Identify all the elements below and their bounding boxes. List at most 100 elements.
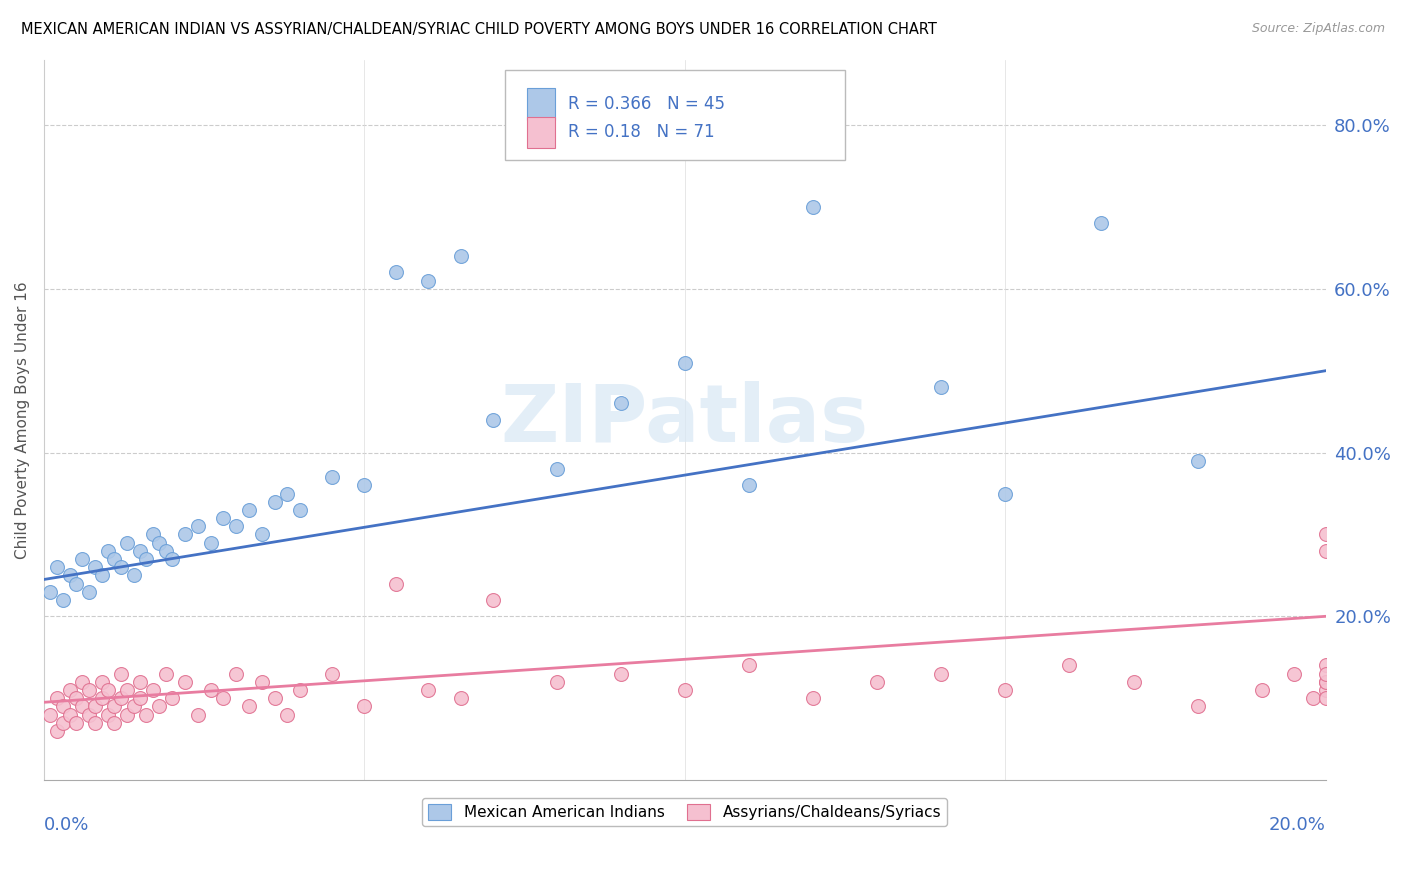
Point	[103, 699, 125, 714]
Point	[673, 683, 696, 698]
Point	[129, 544, 152, 558]
Point	[1302, 691, 1324, 706]
Point	[1315, 527, 1337, 541]
Point	[225, 666, 247, 681]
Point	[1282, 666, 1305, 681]
Point	[122, 699, 145, 714]
Bar	[527, 88, 555, 120]
Point	[52, 715, 75, 730]
Point	[481, 593, 503, 607]
Text: Source: ZipAtlas.com: Source: ZipAtlas.com	[1251, 22, 1385, 36]
Text: MEXICAN AMERICAN INDIAN VS ASSYRIAN/CHALDEAN/SYRIAC CHILD POVERTY AMONG BOYS UND: MEXICAN AMERICAN INDIAN VS ASSYRIAN/CHAL…	[21, 22, 936, 37]
Legend: Mexican American Indians, Assyrians/Chaldeans/Syriacs: Mexican American Indians, Assyrians/Chal…	[422, 798, 948, 827]
Bar	[527, 117, 555, 148]
Point	[90, 674, 112, 689]
Text: R = 0.366   N = 45: R = 0.366 N = 45	[568, 95, 725, 113]
Point	[77, 584, 100, 599]
Point	[52, 699, 75, 714]
Point	[174, 527, 197, 541]
FancyBboxPatch shape	[505, 70, 845, 161]
Point	[1122, 674, 1144, 689]
Point	[929, 666, 952, 681]
Point	[103, 715, 125, 730]
Point	[72, 674, 94, 689]
Point	[994, 683, 1017, 698]
Point	[65, 715, 87, 730]
Point	[290, 503, 312, 517]
Point	[546, 462, 568, 476]
Point	[866, 674, 889, 689]
Point	[160, 552, 183, 566]
Point	[738, 478, 761, 492]
Point	[97, 544, 120, 558]
Point	[187, 707, 209, 722]
Point	[1315, 666, 1337, 681]
Point	[110, 560, 132, 574]
Point	[135, 707, 157, 722]
Point	[929, 380, 952, 394]
Point	[1315, 683, 1337, 698]
Text: 0.0%: 0.0%	[44, 816, 89, 834]
Point	[110, 666, 132, 681]
Point	[135, 552, 157, 566]
Point	[1315, 674, 1337, 689]
Point	[385, 265, 408, 279]
Point	[187, 519, 209, 533]
Point	[84, 715, 107, 730]
Point	[58, 568, 80, 582]
Point	[115, 707, 138, 722]
Point	[97, 707, 120, 722]
Point	[160, 691, 183, 706]
Point	[353, 699, 375, 714]
Point	[609, 396, 631, 410]
Point	[994, 486, 1017, 500]
Point	[450, 249, 472, 263]
Point	[155, 666, 177, 681]
Text: ZIPatlas: ZIPatlas	[501, 381, 869, 458]
Point	[321, 470, 343, 484]
Point	[1250, 683, 1272, 698]
Point	[77, 707, 100, 722]
Point	[90, 568, 112, 582]
Point	[148, 699, 170, 714]
Point	[238, 699, 260, 714]
Point	[65, 576, 87, 591]
Point	[103, 552, 125, 566]
Point	[142, 683, 165, 698]
Point	[1315, 691, 1337, 706]
Point	[200, 535, 222, 549]
Point	[84, 560, 107, 574]
Point	[65, 691, 87, 706]
Point	[1187, 454, 1209, 468]
Point	[84, 699, 107, 714]
Point	[115, 683, 138, 698]
Point	[45, 723, 67, 738]
Point	[90, 691, 112, 706]
Point	[1315, 658, 1337, 673]
Point	[353, 478, 375, 492]
Point	[609, 666, 631, 681]
Point	[263, 494, 285, 508]
Point	[45, 691, 67, 706]
Point	[481, 413, 503, 427]
Point	[290, 683, 312, 698]
Point	[250, 674, 273, 689]
Point	[72, 552, 94, 566]
Point	[225, 519, 247, 533]
Point	[58, 683, 80, 698]
Point	[200, 683, 222, 698]
Point	[276, 707, 298, 722]
Point	[212, 511, 235, 525]
Point	[801, 200, 824, 214]
Point	[142, 527, 165, 541]
Point	[58, 707, 80, 722]
Point	[276, 486, 298, 500]
Point	[110, 691, 132, 706]
Point	[148, 535, 170, 549]
Point	[250, 527, 273, 541]
Point	[77, 683, 100, 698]
Point	[418, 683, 440, 698]
Point	[52, 593, 75, 607]
Point	[115, 535, 138, 549]
Point	[1090, 216, 1112, 230]
